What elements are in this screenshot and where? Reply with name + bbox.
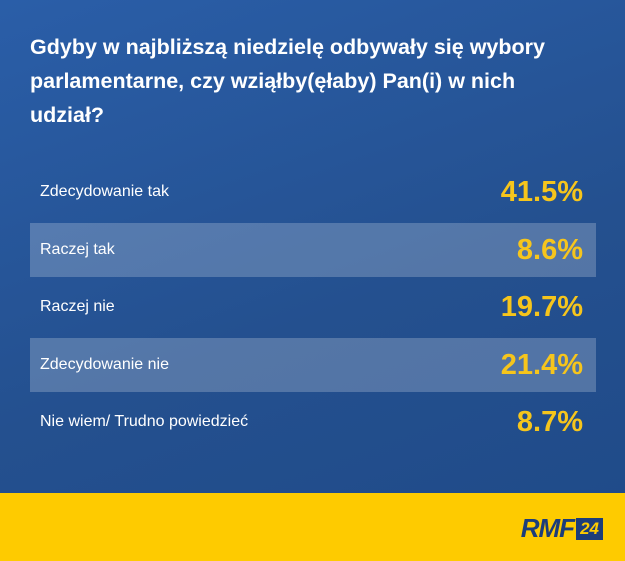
footer: RMF 24 (0, 493, 625, 561)
row: Nie wiem/ Trudno powiedzieć 8.7% (30, 395, 596, 449)
row-label: Zdecydowanie tak (40, 183, 169, 200)
logo: RMF 24 (521, 513, 603, 544)
row: Zdecydowanie tak 41.5% (30, 165, 596, 219)
row-value: 19.7% (500, 291, 583, 323)
row-value: 8.6% (516, 233, 583, 266)
title: Gdyby w najbliższą niedzielę odbywały si… (30, 35, 545, 127)
row: Zdecydowanie nie 21.4% (30, 337, 596, 392)
row-value: 8.7% (516, 406, 583, 438)
row: Raczej tak 8.6% (30, 222, 596, 277)
row-value: 21.4% (500, 348, 583, 381)
row-label: Nie wiem/ Trudno powiedzieć (40, 413, 249, 430)
row-label: Zdecydowanie nie (40, 355, 169, 373)
logo-number: 24 (576, 517, 603, 540)
row-label: Raczej nie (40, 298, 115, 315)
row-label: Raczej tak (40, 240, 115, 258)
row: Raczej nie 19.7% (30, 280, 596, 334)
row-value: 41.5% (500, 176, 583, 208)
logo-name: RMF (520, 513, 575, 543)
